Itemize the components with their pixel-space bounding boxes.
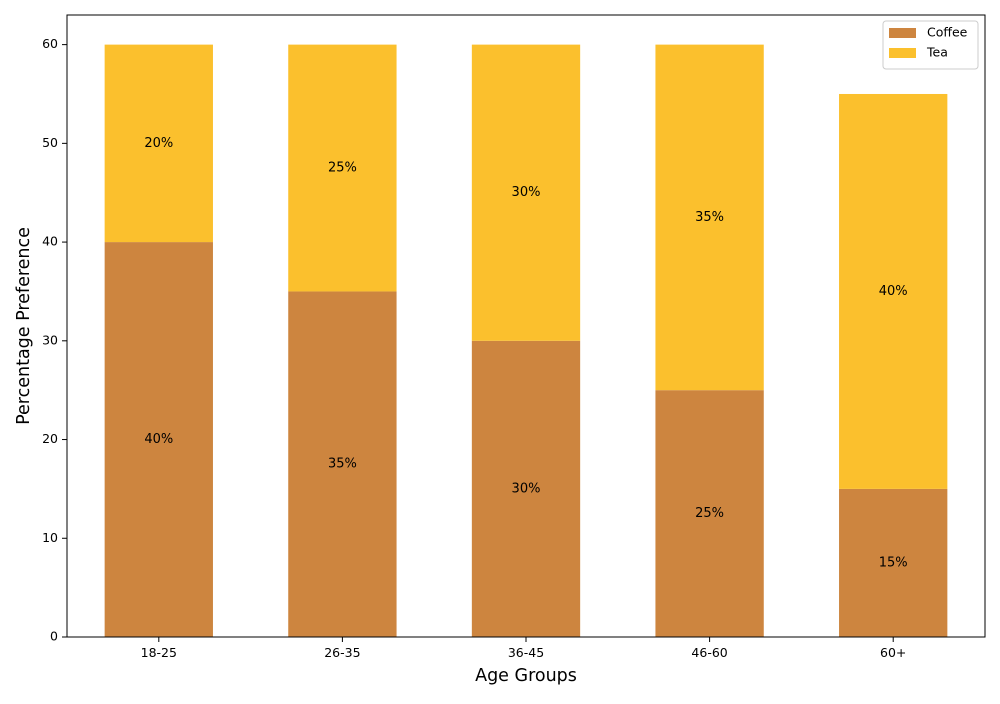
legend: Coffee Tea bbox=[882, 20, 979, 70]
bar-label-tea-60+: 40% bbox=[879, 284, 908, 299]
legend-label-tea: Tea bbox=[926, 45, 948, 60]
bar-coffee-26-35 bbox=[288, 291, 397, 637]
y-tick-label: 20 bbox=[42, 431, 58, 446]
bar-tea-18-25 bbox=[104, 44, 213, 243]
bar-tea-46-60 bbox=[655, 44, 764, 391]
axes-layer: 0 10 20 30 40 50 60 18-25 26-35 36-45 46-60 60+ Age … bbox=[14, 14, 986, 686]
y-tick-label: 50 bbox=[42, 135, 58, 150]
bar-labels-layer: 40% 20% 35% 25% 30% 30% 25% 35% 15% 40% bbox=[144, 136, 907, 571]
bar-label-tea-18-25: 20% bbox=[144, 136, 173, 151]
bar-coffee-36-45 bbox=[471, 340, 581, 637]
bar-label-coffee-26-35: 35% bbox=[328, 457, 357, 472]
bar-tea-36-45 bbox=[471, 44, 581, 341]
legend-label-coffee: Coffee bbox=[927, 25, 968, 40]
y-tick-label: 10 bbox=[42, 530, 58, 545]
bar-label-coffee-60+: 15% bbox=[879, 555, 908, 570]
bars-layer bbox=[104, 44, 948, 637]
bar-coffee-60+ bbox=[839, 488, 948, 637]
bar-label-coffee-18-25: 40% bbox=[144, 432, 173, 447]
bar-label-tea-26-35: 25% bbox=[328, 161, 357, 176]
legend-swatch-coffee bbox=[889, 28, 916, 38]
bar-coffee-46-60 bbox=[655, 390, 764, 637]
x-tick-label: 26-35 bbox=[324, 645, 360, 660]
bar-label-coffee-36-45: 30% bbox=[512, 481, 541, 496]
bar-coffee-18-25 bbox=[104, 242, 213, 637]
x-tick-label: 18-25 bbox=[141, 645, 177, 660]
bar-tea-26-35 bbox=[288, 44, 397, 292]
bar-label-tea-46-60: 35% bbox=[695, 210, 724, 225]
bar-label-tea-36-45: 30% bbox=[512, 185, 541, 200]
y-tick-label: 30 bbox=[42, 332, 58, 347]
x-axis-label: Age Groups bbox=[475, 666, 577, 686]
y-tick-label: 60 bbox=[42, 36, 58, 51]
bar-label-coffee-46-60: 25% bbox=[695, 506, 724, 521]
y-tick-label: 40 bbox=[42, 234, 58, 249]
x-tick-label: 36-45 bbox=[508, 645, 544, 660]
x-tick-label: 60+ bbox=[880, 645, 906, 660]
legend-swatch-tea bbox=[889, 48, 916, 58]
y-tick-label: 0 bbox=[50, 629, 58, 644]
y-axis-label: Percentage Preference bbox=[14, 227, 34, 425]
x-tick-label: 46-60 bbox=[691, 645, 727, 660]
bar-tea-60+ bbox=[839, 93, 948, 489]
